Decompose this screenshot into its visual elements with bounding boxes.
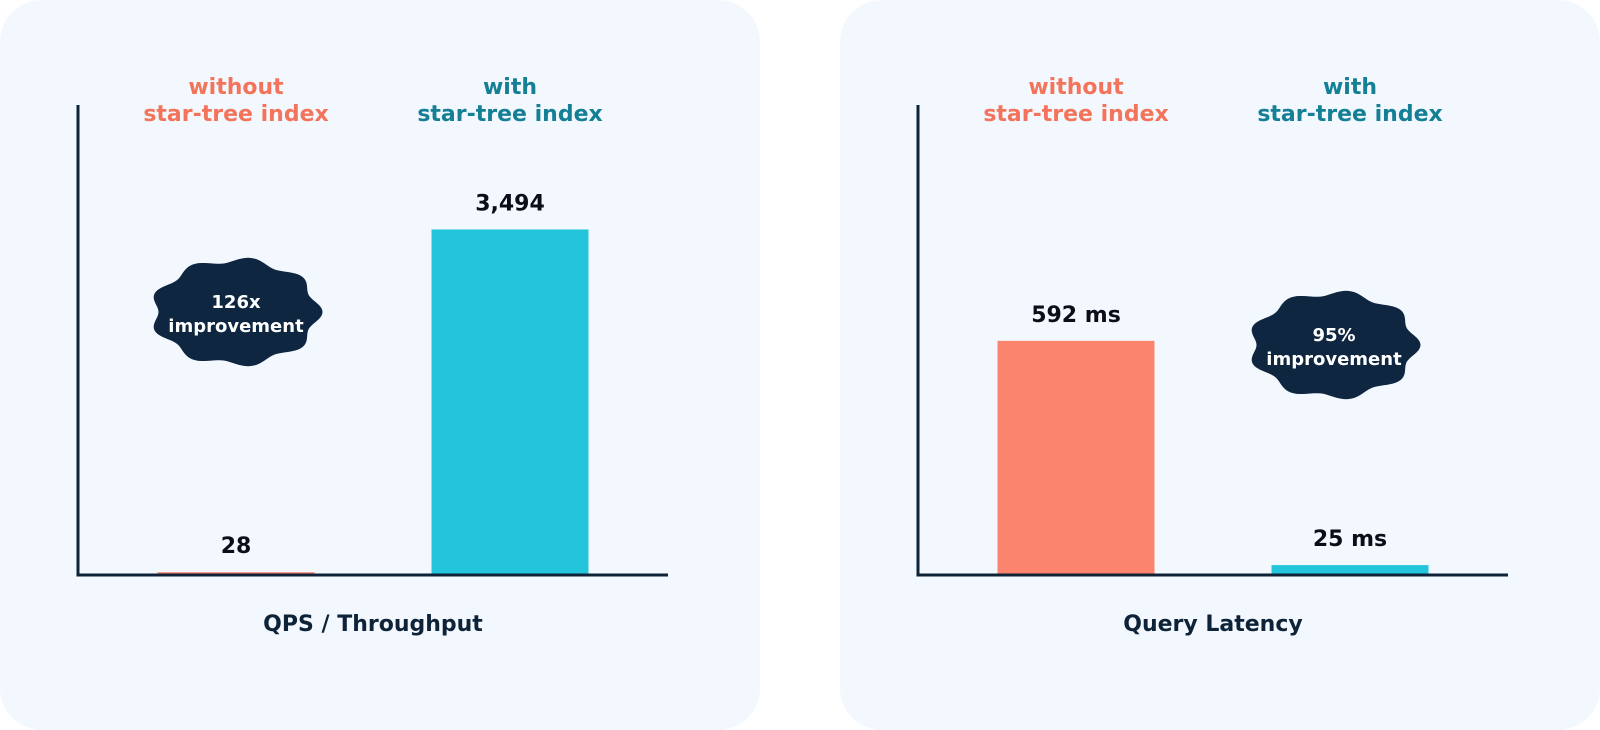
badge-text: 95% improvement xyxy=(1266,325,1402,370)
badge-text-line: 95% xyxy=(1312,325,1355,346)
axis-title: QPS / Throughput xyxy=(263,612,483,637)
bar-with xyxy=(1271,565,1429,575)
value-label-with: 3,494 xyxy=(475,191,545,216)
badge-text-line: improvement xyxy=(1266,349,1402,370)
value-label-with: 25 ms xyxy=(1313,527,1387,552)
category-label-line: with xyxy=(483,75,537,100)
latency-chart-panel: without star-tree index with star-tree inde… xyxy=(840,0,1600,730)
category-label-line: with xyxy=(1323,75,1377,100)
category-label-line: star-tree index xyxy=(983,102,1168,127)
badge-text-line: improvement xyxy=(168,316,304,337)
value-label-without: 28 xyxy=(221,534,252,559)
improvement-badge: 126x improvement xyxy=(153,257,323,367)
category-label-line: without xyxy=(188,75,284,100)
category-label-line: star-tree index xyxy=(417,102,602,127)
category-label-without: without star-tree index xyxy=(143,75,328,127)
badge-text-line: 126x xyxy=(211,292,261,313)
badge-text: 126x improvement xyxy=(168,292,304,337)
badge-cloud-shape xyxy=(1251,290,1421,400)
improvement-badge: 95% improvement xyxy=(1251,290,1421,400)
category-label-line: star-tree index xyxy=(143,102,328,127)
category-label-without: without star-tree index xyxy=(983,75,1168,127)
throughput-chart-panel: without star-tree index with star-tree inde… xyxy=(0,0,760,730)
bar-without xyxy=(997,340,1155,575)
category-label-with: with star-tree index xyxy=(1257,75,1442,127)
category-label-line: without xyxy=(1028,75,1124,100)
category-label-with: with star-tree index xyxy=(417,75,602,127)
value-label-without: 592 ms xyxy=(1031,303,1121,328)
bar-with xyxy=(431,229,589,575)
badge-cloud-shape xyxy=(153,257,323,367)
axis-title: Query Latency xyxy=(1123,612,1302,637)
category-label-line: star-tree index xyxy=(1257,102,1442,127)
